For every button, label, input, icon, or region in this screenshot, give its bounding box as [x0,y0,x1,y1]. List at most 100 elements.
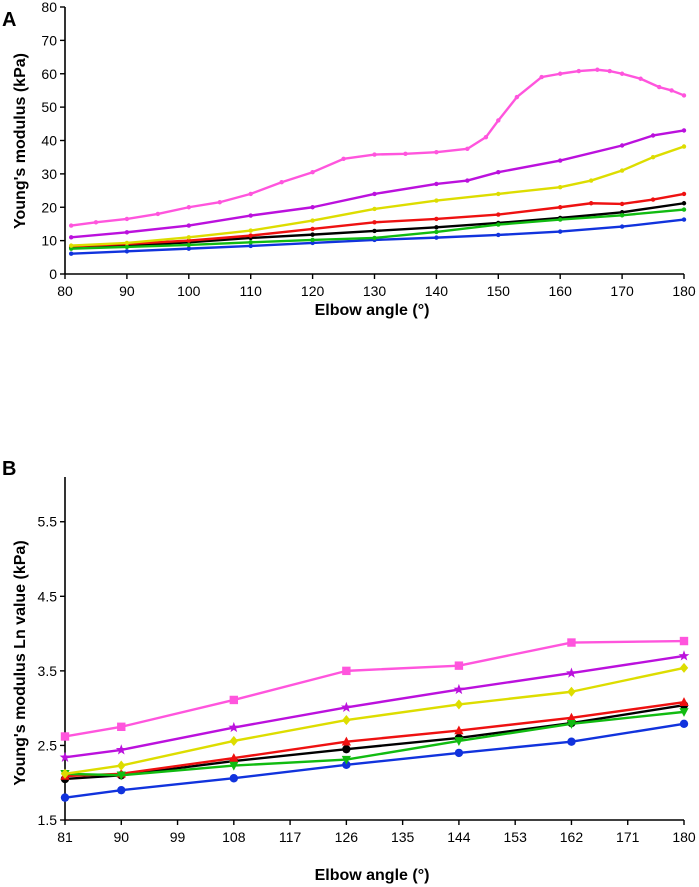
panel-a-point-mas1plus [186,223,191,228]
panel-a-point-mas2 [310,170,315,175]
panel-a-point-mas1 [434,198,439,203]
panel-b-x-tick-label: 144 [447,829,471,845]
panel-a-point-mas2 [434,149,439,155]
panel-b-point-mas0 [679,708,689,717]
panel-b-point-hypotonia [454,748,464,758]
panel-b-point-mas1 [567,686,576,697]
panel-a-y-tick-label: 60 [41,66,57,82]
panel-b-point-mas2 [567,638,576,647]
panel-a-point-mas1 [558,185,563,190]
panel-a-point-hypotonia [619,224,625,229]
panel-a-x-tick-label: 160 [549,283,573,299]
panel-b-point-mas0 [566,720,577,729]
panel-a-point-mas0 [372,235,377,241]
panel-b-point-hypotonia [342,760,351,770]
panel-b-series [59,636,690,802]
panel-a-point-hypotonia [558,229,563,234]
panel-b-ylabel: Young's modulus Ln value (kPa) [12,540,29,785]
panel-a-point-mas2 [155,211,161,217]
panel-a-point-mas1 [681,144,687,149]
panel-b-series-mas2 [60,636,689,741]
panel-a-x-tick-label: 170 [610,283,634,299]
panel-a-point-mas1plus [681,128,687,133]
panel-a-point-mas1 [248,228,253,233]
panel-b-point-mas2 [454,661,464,670]
panel-b-point-mas1 [454,699,464,710]
panel-a-point-hg [372,228,377,234]
panel-a-x-tick-label: 130 [363,283,387,299]
panel-a-point-mas2 [657,84,662,90]
panel-a-point-hypotonia [68,251,74,256]
panel-b-x-tick-label: 81 [57,829,73,845]
panel-a-point-mas0 [681,207,687,212]
panel-b-point-hypotonia [567,737,576,746]
panel-a-point-mas2 [496,118,501,123]
panel-b-letter: B [2,458,16,480]
panel-a-point-ug [650,197,656,202]
panel-a-point-mas1 [650,154,656,160]
panel-a: A Young's modulus (kPa) Elbow angle (°) … [2,0,696,319]
panel-b-point-mas2 [60,732,70,741]
panel-b-axes: 1.5 2.5 3.5 4.5 5.5 81 90 99 108 117 126 135 144 153 1… [38,477,696,845]
panel-b-point-mas2 [229,695,239,705]
panel-a-x-tick-label: 180 [672,283,696,299]
panel-a-point-mas1 [588,178,594,183]
panel-a-point-ug [588,201,594,206]
panel-b-point-mas1plus [453,683,465,695]
panel-b-point-mas0 [116,771,126,781]
panel-b-series-hypotonia [60,719,689,802]
panel-b-point-hg [342,744,351,754]
panel-b-point-mas1plus [59,751,71,762]
panel-b-point-mas2 [117,722,126,731]
panel-b-point-hypotonia [679,719,689,729]
panel-b-point-mas1plus [678,650,690,661]
panel-a-series-mas2 [68,67,687,228]
panel-a-ylabel: Young's modulus (kPa) [12,53,29,229]
panel-a-y-tick-label: 80 [41,0,57,15]
panel-b-y-tick-label: 4.5 [38,588,58,604]
panel-a-y-tick-label: 0 [49,266,57,282]
panel-a-point-mas2 [558,71,563,76]
panel-a-point-mas1 [310,218,315,223]
panel-a-y-tick-label: 50 [41,99,57,115]
panel-a-point-mas2 [279,180,284,185]
panel-a-point-mas2 [217,200,222,205]
panel-b-x-tick-label: 99 [170,829,186,845]
panel-a-point-mas1 [619,168,625,173]
panel-a-point-mas1plus [650,133,656,138]
panel-a-point-hg [434,225,439,230]
panel-a-point-hypotonia [124,249,130,254]
panel-a-series-mas0 [68,207,687,251]
panel-b-x-tick-label: 180 [672,829,696,845]
panel-a-point-ug [619,201,625,207]
panel-b-line-mas1plus [64,654,685,759]
panel-a-point-hypotonia [186,246,191,251]
panel-a-series-mas1 [68,144,687,248]
panel-b-line-hypotonia [64,722,685,799]
panel-b-point-ug [679,697,689,706]
panel-a-axes: 0 10 20 30 40 50 60 70 80 80 90 100 110 120 130 140 150 1… [41,0,695,299]
panel-a-point-mas2 [186,205,191,210]
panel-a-point-mas2 [619,71,625,76]
panel-a-point-ug [372,220,377,225]
panel-a-y-tick-label: 20 [41,199,57,215]
panel-a-point-mas2 [372,152,377,157]
panel-a-point-mas2 [539,74,544,80]
panel-b-y-tick-label: 1.5 [38,812,58,828]
panel-b-point-ug [341,736,351,746]
panel-a-letter: A [2,9,16,31]
panel-a-point-mas2 [124,216,130,222]
panel-b-x-tick-label: 171 [616,829,640,845]
panel-b-y-tick-label: 3.5 [38,663,58,679]
panel-a-point-mas2 [341,156,346,162]
panel-a-point-mas0 [558,217,563,222]
panel-b-point-mas1 [60,768,70,779]
panel-a-point-mas2 [68,223,74,228]
panel-b-point-ug [454,725,464,735]
panel-a-point-mas0 [186,242,191,248]
panel-b-point-mas1plus [115,744,127,755]
panel-a-point-ug [681,191,687,197]
panel-a-point-hg [681,201,687,206]
panel-b-point-mas2 [342,666,351,676]
